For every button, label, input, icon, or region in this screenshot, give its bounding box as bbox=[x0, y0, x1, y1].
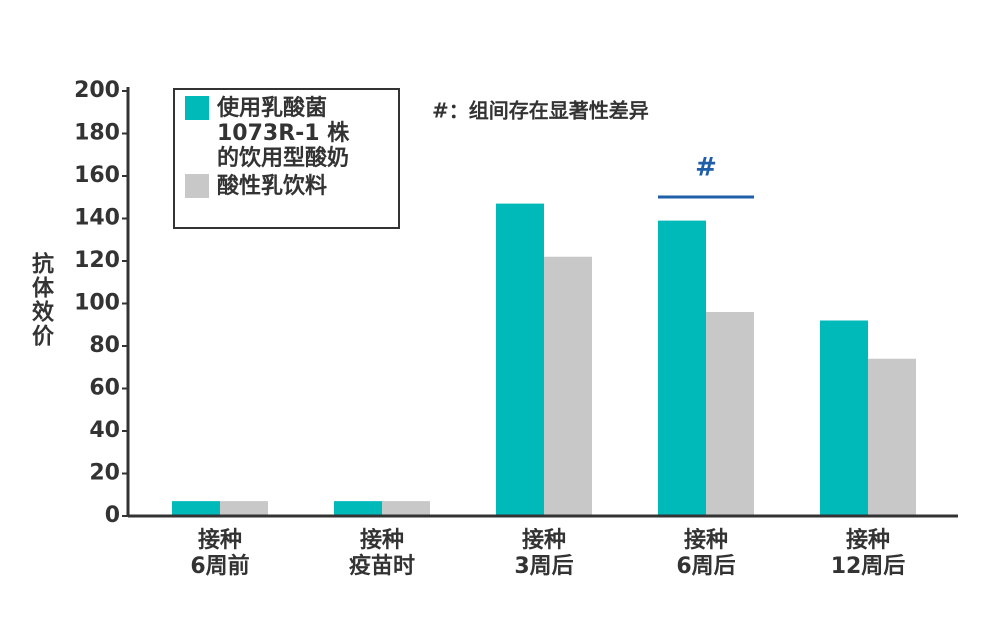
bar bbox=[658, 220, 706, 516]
y-tick-label: 80 bbox=[89, 333, 120, 358]
bar bbox=[496, 203, 544, 516]
legend-label: 酸性乳饮料 bbox=[217, 174, 328, 199]
x-tick-label: 6周前 bbox=[190, 553, 249, 579]
x-tick-label: 接种 bbox=[198, 528, 242, 553]
y-tick-label: 120 bbox=[74, 248, 120, 273]
legend-swatch bbox=[185, 96, 209, 120]
y-tick-label: 100 bbox=[74, 291, 120, 316]
y-tick-label: 180 bbox=[74, 121, 120, 146]
y-tick-label: 160 bbox=[74, 163, 120, 188]
note: #：组间存在显著性差异 bbox=[432, 99, 649, 123]
legend-item: 酸性乳饮料 bbox=[185, 174, 388, 199]
bar bbox=[220, 501, 268, 516]
legend-swatch bbox=[185, 174, 209, 198]
bar bbox=[334, 501, 382, 516]
bar bbox=[172, 501, 220, 516]
legend-item: 使用乳酸菌 1073R-1 株 的饮用型酸奶 bbox=[185, 96, 388, 171]
x-tick-label: 12周后 bbox=[831, 554, 906, 579]
bar bbox=[544, 256, 592, 516]
y-tick-label: 60 bbox=[89, 376, 120, 401]
y-tick-label: 140 bbox=[74, 206, 120, 231]
y-tick-label: 20 bbox=[89, 461, 120, 486]
x-tick-label: 6周后 bbox=[676, 554, 735, 579]
x-tick-label: 接种 bbox=[684, 528, 728, 553]
x-tick-label: 接种 bbox=[846, 528, 890, 553]
bar bbox=[868, 358, 916, 516]
bar bbox=[706, 312, 754, 516]
bar bbox=[382, 501, 430, 516]
x-tick-label: 疫苗时 bbox=[349, 553, 415, 579]
legend: 使用乳酸菌 1073R-1 株 的饮用型酸奶酸性乳饮料 bbox=[173, 88, 400, 229]
y-axis-label: 抗体效价 bbox=[28, 251, 54, 348]
significance-marker: # bbox=[695, 153, 717, 183]
x-tick-label: 3周后 bbox=[514, 554, 573, 579]
bar bbox=[820, 320, 868, 516]
y-tick-label: 200 bbox=[74, 78, 120, 103]
x-tick-label: 接种 bbox=[360, 528, 404, 553]
x-tick-label: 接种 bbox=[522, 528, 566, 553]
y-tick-label: 40 bbox=[89, 418, 120, 443]
legend-label: 使用乳酸菌 1073R-1 株 的饮用型酸奶 bbox=[217, 96, 350, 171]
y-tick-label: 0 bbox=[105, 503, 120, 528]
